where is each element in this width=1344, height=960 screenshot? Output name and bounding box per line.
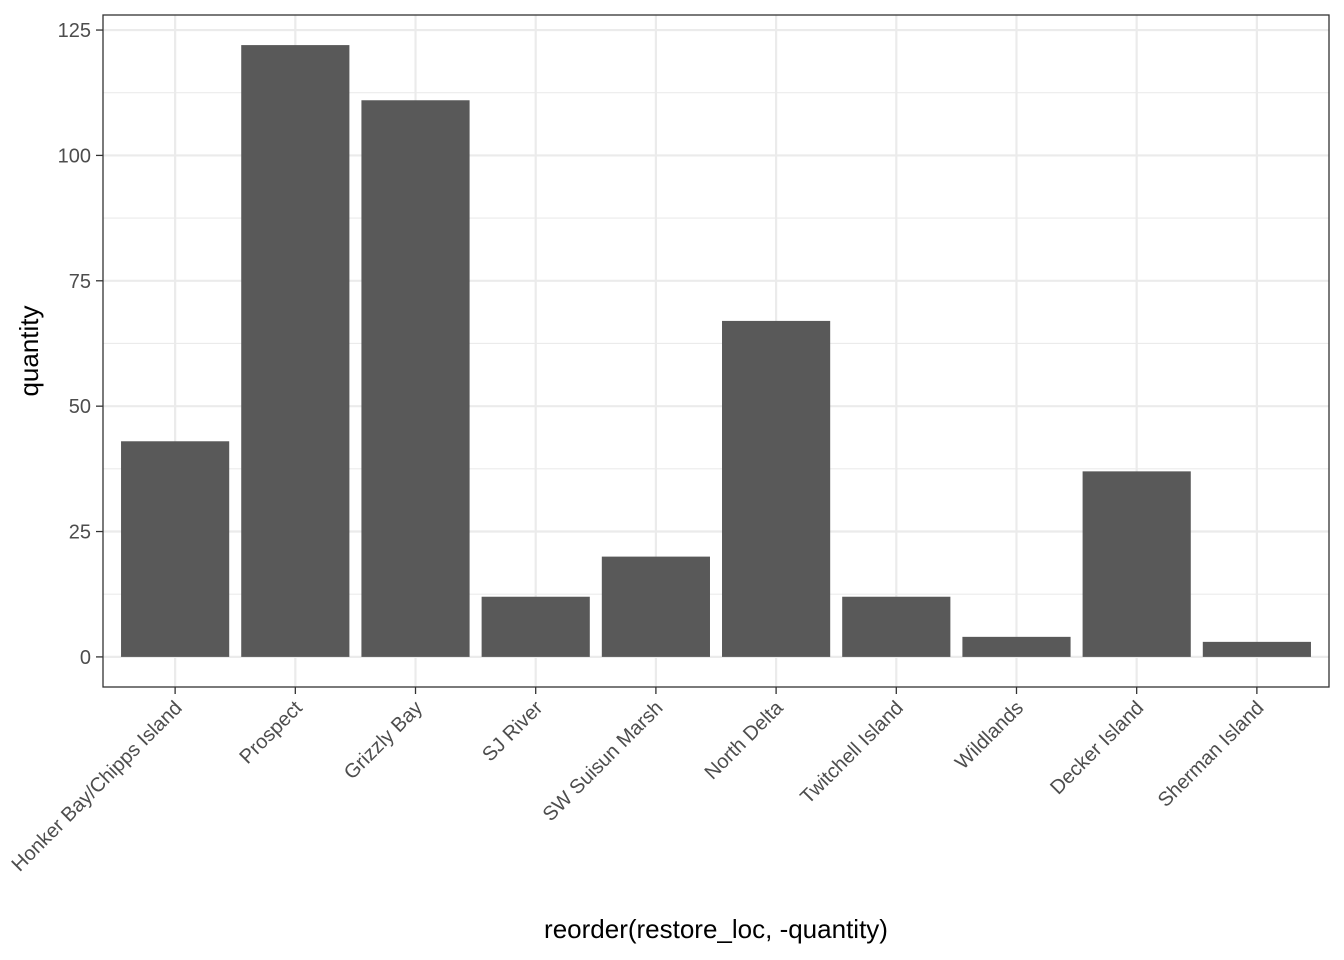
y-tick-label: 25 xyxy=(69,522,91,544)
y-tick-label: 100 xyxy=(58,145,91,167)
bar xyxy=(481,596,590,657)
bar xyxy=(722,320,831,657)
bar xyxy=(962,636,1071,657)
y-tick-label: 125 xyxy=(58,20,91,42)
y-axis-title: quantity xyxy=(14,305,44,396)
y-tick-label: 75 xyxy=(69,271,91,293)
bar xyxy=(361,100,470,657)
bar xyxy=(842,596,951,657)
y-tick-label: 50 xyxy=(69,396,91,418)
bar xyxy=(1082,471,1191,657)
bar xyxy=(1202,641,1311,657)
panel-border xyxy=(102,14,1330,688)
y-axis: 0 25 50 75 100 125 xyxy=(58,20,103,669)
bar xyxy=(241,45,350,657)
y-tick-label: 0 xyxy=(80,647,91,669)
bar xyxy=(601,556,710,657)
x-axis-title: reorder(restore_loc, -quantity) xyxy=(544,914,888,944)
bars xyxy=(121,45,1311,657)
bar xyxy=(121,441,230,657)
